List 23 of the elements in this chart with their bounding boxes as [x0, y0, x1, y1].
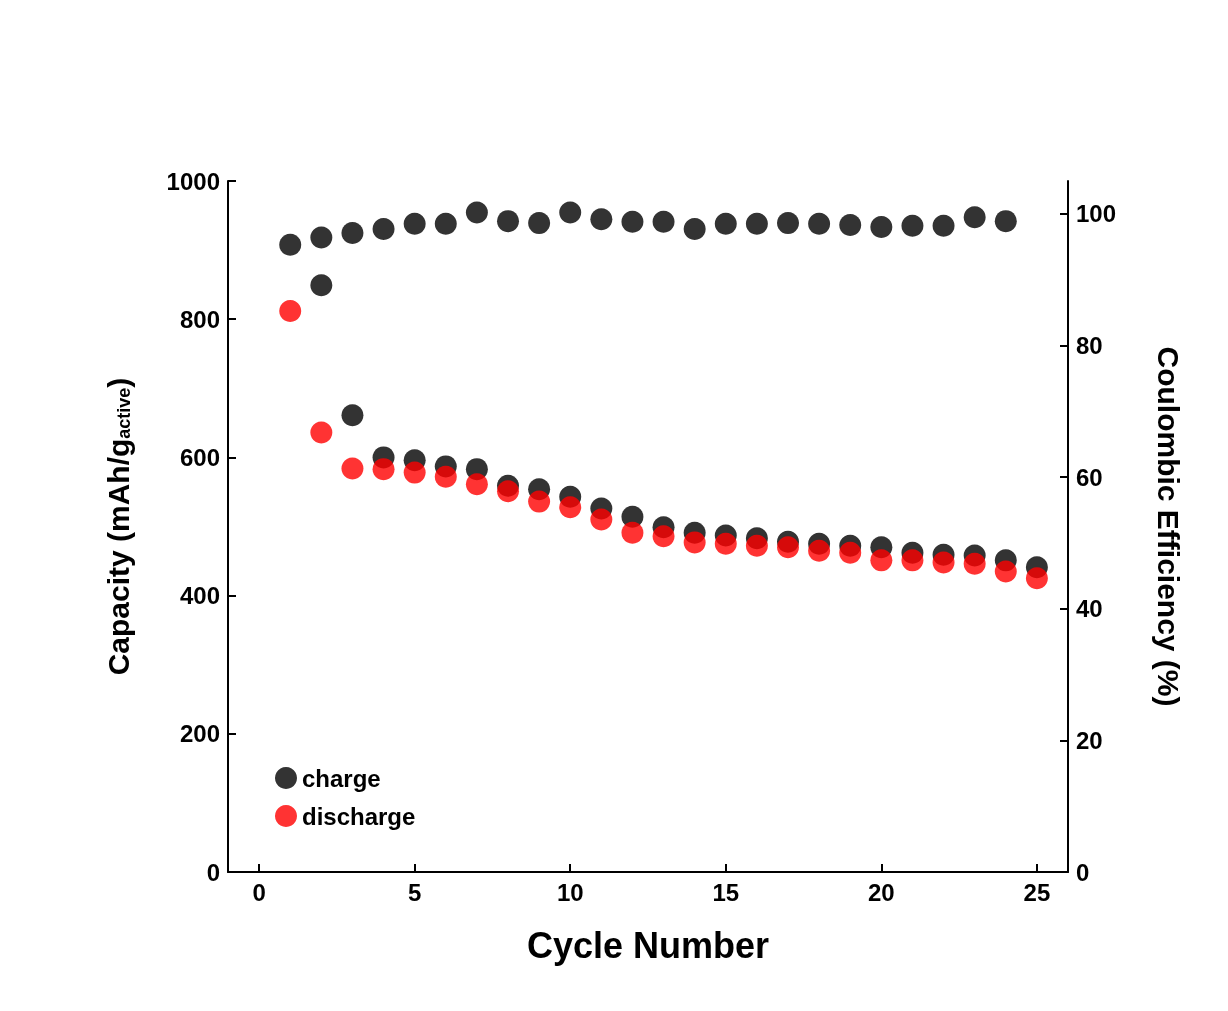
x-tick-label: 20 — [867, 878, 895, 906]
y2-tick-label: 0 — [1076, 858, 1090, 886]
y-tick-label: 200 — [179, 720, 220, 748]
x-tick-label: 5 — [407, 878, 422, 906]
x-axis-title: Cycle Number — [526, 924, 770, 966]
y-tick-label: 800 — [179, 305, 220, 333]
y2-tick-label: 60 — [1076, 463, 1103, 491]
legend-label: charge — [302, 764, 381, 792]
y-tick-label: 0 — [206, 858, 220, 886]
y2-tick-label: 20 — [1076, 726, 1103, 754]
x-tick-label: 0 — [252, 878, 266, 906]
y-axis-title: Capacity (mAh/gactive) — [101, 377, 135, 676]
y2-tick-label: 40 — [1076, 595, 1103, 623]
y-tick-label: 1000 — [166, 167, 220, 195]
x-tick-label: 25 — [1023, 878, 1051, 906]
x-tick-label: 15 — [712, 878, 740, 906]
y2-tick-label: 80 — [1076, 332, 1103, 360]
x-tick-label: 10 — [556, 878, 584, 906]
legend-label: discharge — [302, 802, 416, 830]
y-tick-label: 600 — [179, 443, 220, 471]
y2-tick-label: 100 — [1076, 200, 1117, 228]
y2-axis-title: Coulombic Efficiency (%) — [1151, 346, 1185, 707]
y-tick-label: 400 — [179, 582, 220, 610]
